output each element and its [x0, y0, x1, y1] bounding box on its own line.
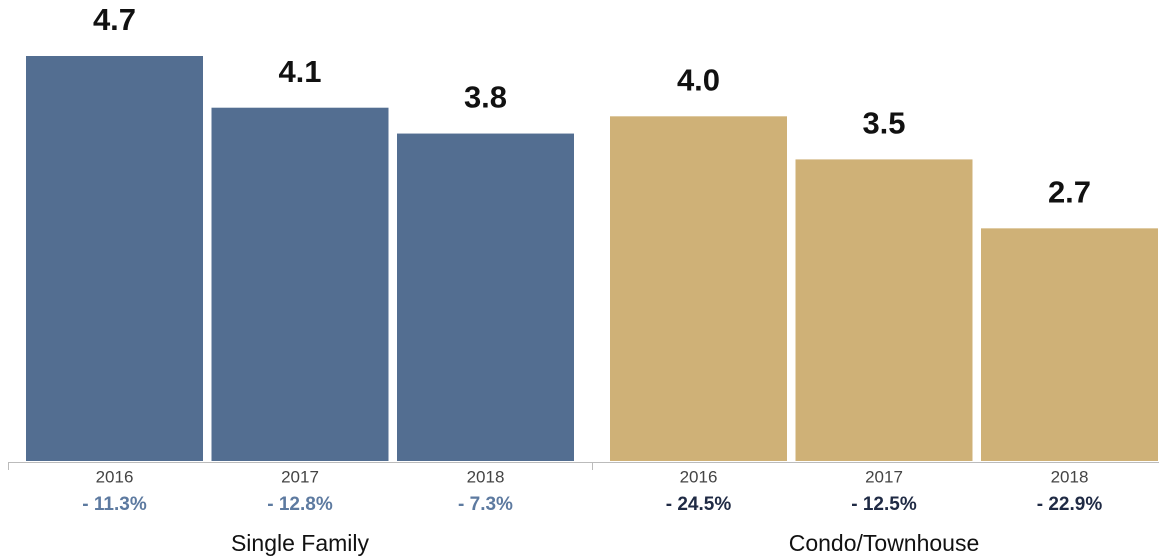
- bar: [795, 159, 973, 462]
- bar: [981, 228, 1158, 461]
- bar: [397, 133, 574, 461]
- x-tick-label: 2017: [865, 467, 903, 486]
- value-label: 4.7: [93, 2, 136, 37]
- bar: [211, 107, 389, 462]
- x-tick-label: 2016: [680, 467, 718, 486]
- x-tick-label: 2016: [96, 467, 134, 486]
- change-label: - 12.8%: [267, 494, 333, 515]
- change-label: - 7.3%: [458, 494, 513, 515]
- x-tick-label: 2018: [467, 467, 505, 486]
- value-label: 3.8: [464, 80, 507, 115]
- x-tick-label: 2018: [1051, 467, 1089, 486]
- value-label: 4.0: [677, 63, 720, 98]
- bar: [610, 116, 787, 461]
- change-label: - 24.5%: [666, 494, 732, 515]
- change-label: - 12.5%: [851, 494, 917, 515]
- change-label: - 22.9%: [1037, 494, 1103, 515]
- x-tick-label: 2017: [281, 467, 319, 486]
- group-label: Single Family: [231, 530, 370, 556]
- value-label: 2.7: [1048, 175, 1091, 210]
- value-label: 4.1: [278, 54, 321, 89]
- change-label: - 11.3%: [82, 494, 147, 515]
- group-label: Condo/Townhouse: [789, 530, 980, 556]
- value-label: 3.5: [862, 106, 905, 141]
- bar: [26, 56, 203, 461]
